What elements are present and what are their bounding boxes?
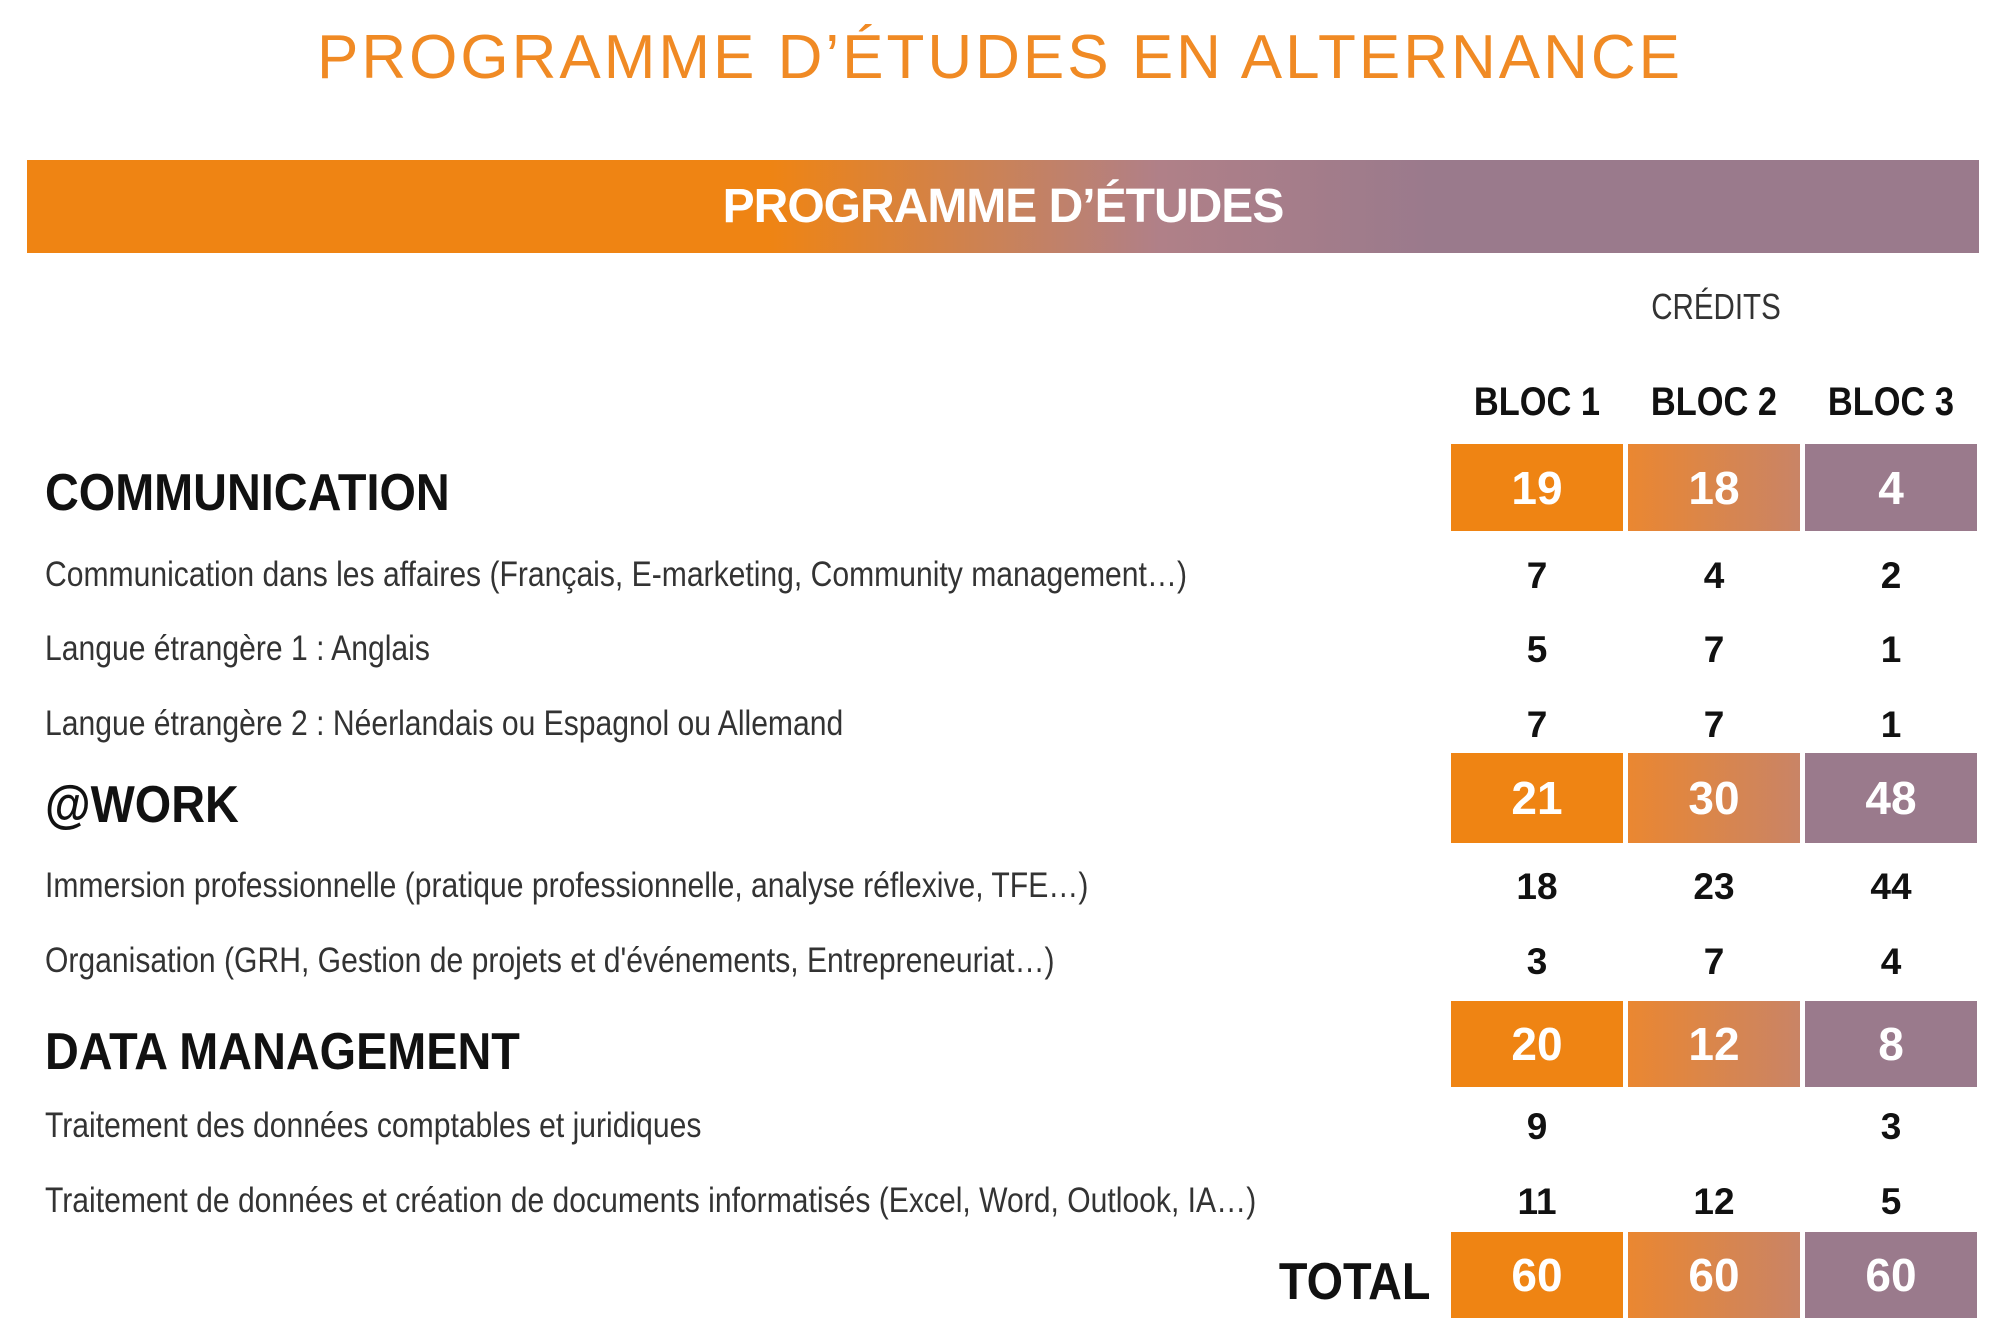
row-value-bloc-1: 3	[1526, 941, 1548, 982]
row-value-bloc-1: 7	[1526, 555, 1548, 596]
row-value-bloc-2: 7	[1703, 629, 1725, 670]
bloc-3-header: BLOC 3	[1827, 380, 1955, 424]
banner-title: PROGRAMME D’ÉTUDES	[722, 180, 1285, 233]
row-value-bloc-3: 2	[1880, 555, 1902, 596]
total-label: TOTAL	[1278, 1253, 1430, 1311]
section-total-bloc-3: 48	[1805, 753, 1977, 843]
row-value-bloc-3: 44	[1870, 866, 1912, 907]
section-total-bloc-2: 12	[1628, 1001, 1800, 1087]
section-total-bloc-2: 30	[1628, 753, 1800, 843]
row-value-bloc-1: 18	[1516, 866, 1558, 907]
section-total-bloc-2: 18	[1628, 444, 1800, 531]
section-title: COMMUNICATION	[45, 464, 450, 522]
row-label: Immersion professionnelle (pratique prof…	[45, 866, 1089, 905]
row-label: Communication dans les affaires (Françai…	[45, 555, 1188, 594]
row-value-bloc-2: 7	[1703, 941, 1725, 982]
row-value-bloc-1: 11	[1517, 1181, 1557, 1222]
row-label: Traitement de données et création de doc…	[45, 1181, 1257, 1220]
row-value-bloc-3: 1	[1880, 704, 1902, 745]
page-title: PROGRAMME D’ÉTUDES EN ALTERNANCE	[316, 23, 1684, 92]
bloc-2-header: BLOC 2	[1650, 380, 1778, 424]
row-label: Organisation (GRH, Gestion de projets et…	[45, 941, 1055, 980]
row-label: Langue étrangère 2 : Néerlandais ou Espa…	[45, 704, 844, 743]
bloc-1-header: BLOC 1	[1473, 380, 1601, 424]
row-value-bloc-3: 5	[1880, 1181, 1902, 1222]
row-value-bloc-1: 5	[1526, 629, 1548, 670]
section-total-bloc-1: 21	[1451, 753, 1623, 843]
row-value-bloc-2: 23	[1693, 866, 1735, 907]
section-title: @WORK	[45, 776, 239, 834]
row-value-bloc-3: 3	[1880, 1106, 1902, 1147]
total-bloc-2: 60	[1628, 1232, 1800, 1318]
section-total-bloc-1: 19	[1451, 444, 1623, 531]
row-label: Traitement des données comptables et jur…	[45, 1106, 702, 1145]
row-value-bloc-2: 12	[1693, 1181, 1735, 1222]
credits-label: CRÉDITS	[1651, 286, 1781, 327]
section-banner: PROGRAMME D’ÉTUDES	[27, 160, 1979, 253]
section-total-bloc-3: 8	[1805, 1001, 1977, 1087]
row-label: Langue étrangère 1 : Anglais	[45, 629, 430, 668]
row-value-bloc-3: 1	[1880, 629, 1902, 670]
total-bloc-3: 60	[1805, 1232, 1977, 1318]
row-value-bloc-2: 7	[1703, 704, 1725, 745]
row-value-bloc-3: 4	[1880, 941, 1902, 982]
total-bloc-1: 60	[1451, 1232, 1623, 1318]
row-value-bloc-2: 4	[1703, 555, 1725, 596]
section-title: DATA MANAGEMENT	[45, 1023, 520, 1081]
row-value-bloc-1: 7	[1526, 704, 1548, 745]
section-total-bloc-3: 4	[1805, 444, 1977, 531]
section-total-bloc-1: 20	[1451, 1001, 1623, 1087]
row-value-bloc-1: 9	[1526, 1106, 1548, 1147]
